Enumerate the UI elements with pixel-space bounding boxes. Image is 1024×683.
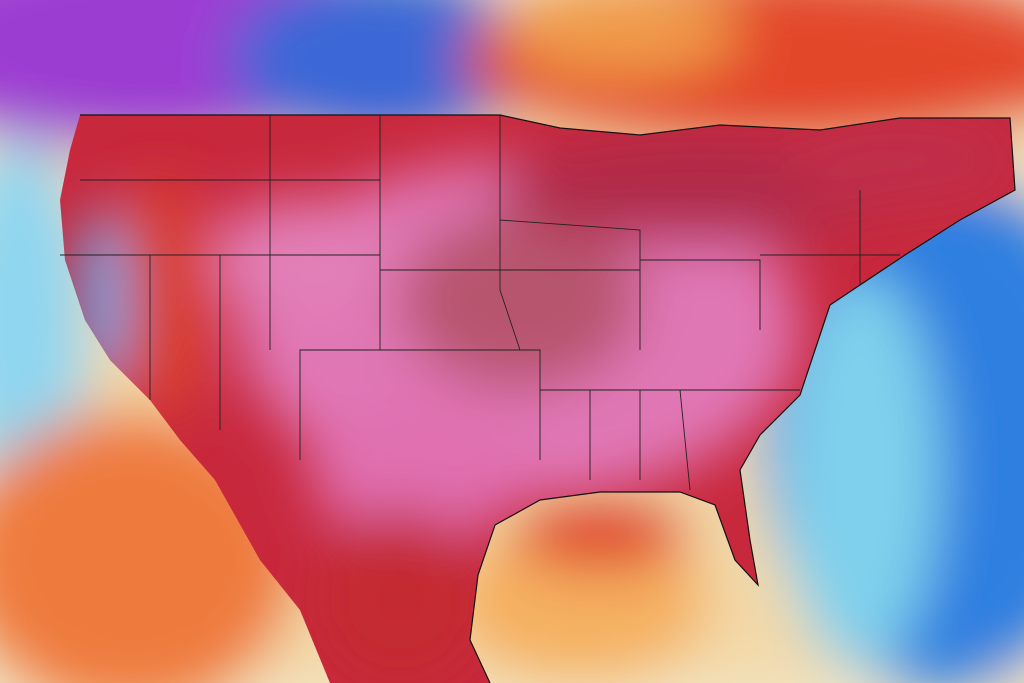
coastline — [80, 114, 1016, 683]
state-borders — [60, 115, 900, 491]
